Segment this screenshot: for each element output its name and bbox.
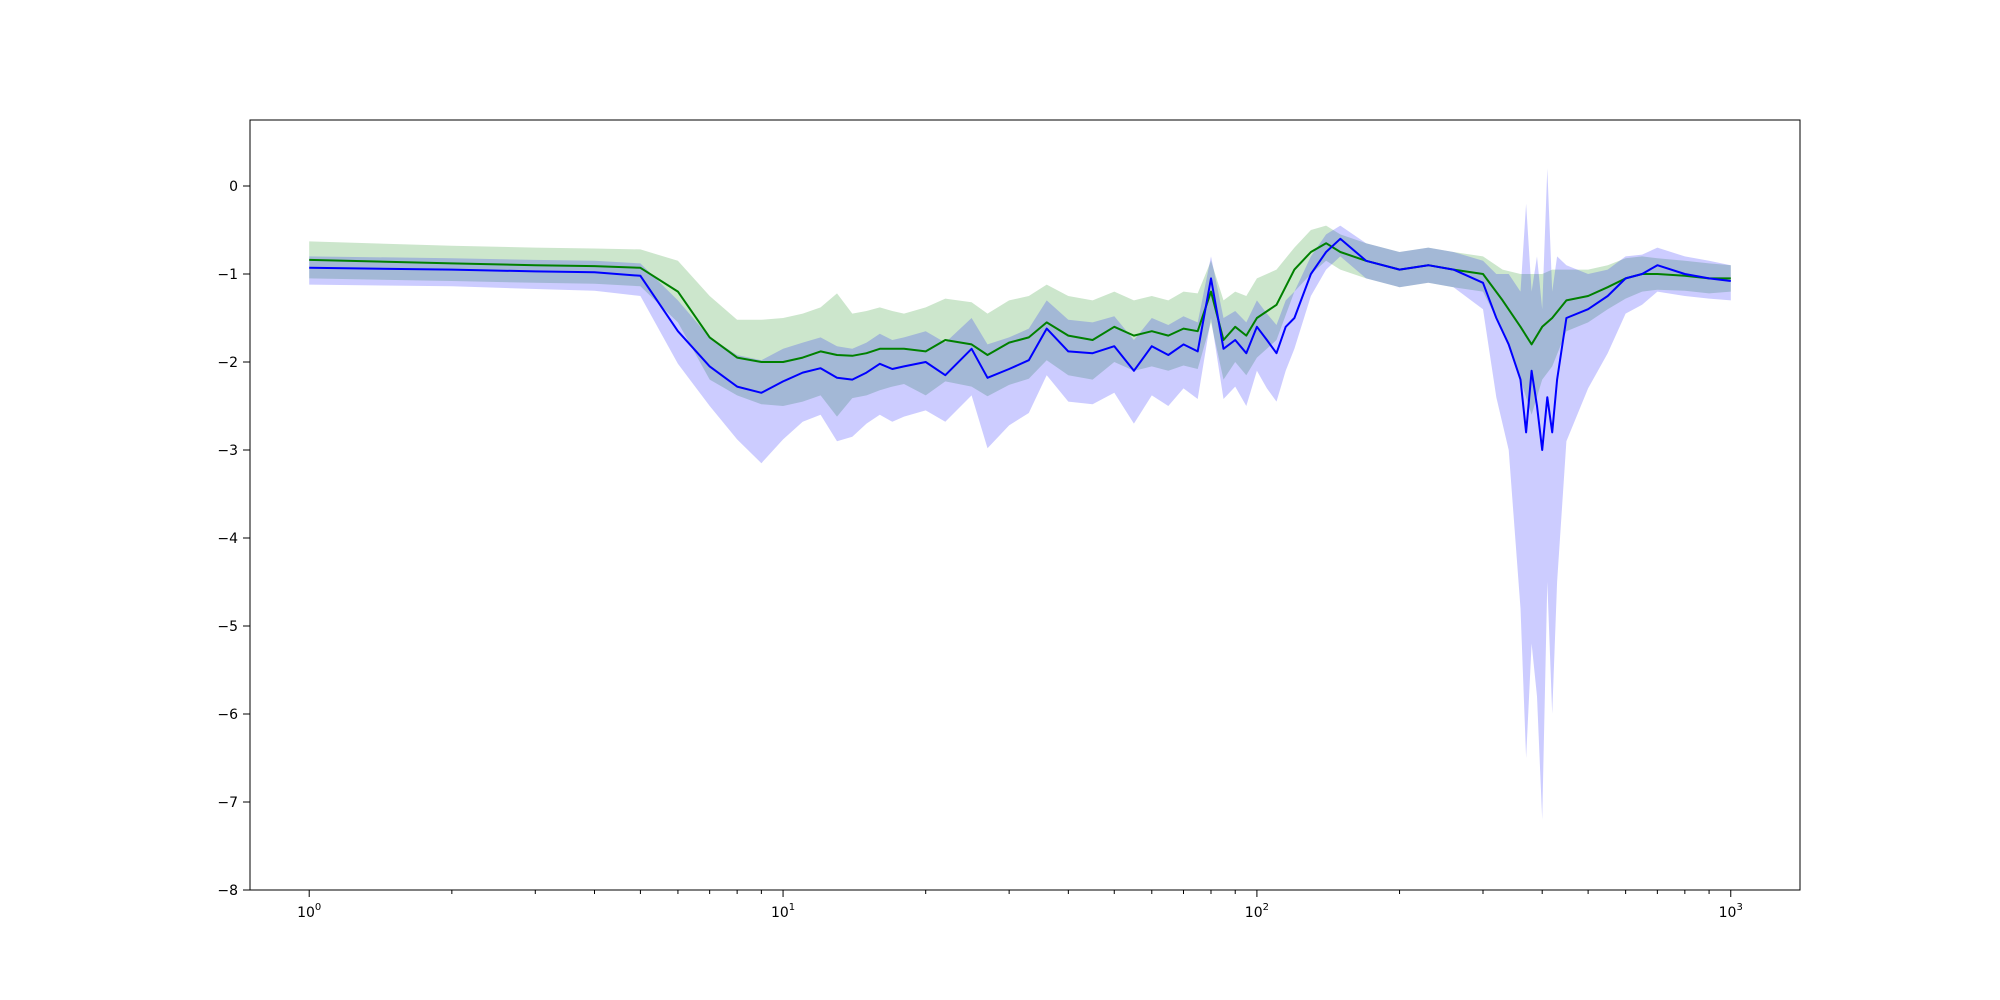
series-1-band — [309, 225, 1731, 417]
confidence-bands — [309, 168, 1731, 820]
x-tick-label: 102 — [1245, 902, 1269, 921]
y-tick-label: −1 — [217, 267, 238, 283]
x-tick-label: 103 — [1719, 902, 1743, 921]
series-lines — [309, 237, 1731, 451]
y-tick-label: −5 — [217, 619, 238, 635]
x-tick-label: 101 — [771, 902, 795, 921]
plot-area-frame — [249, 119, 1801, 891]
y-tick-label: 0 — [229, 179, 238, 195]
series-2-band — [309, 168, 1731, 820]
y-tick-label: −3 — [217, 443, 238, 459]
x-tick-label: 100 — [297, 902, 321, 921]
series-1-line — [309, 242, 1731, 363]
y-tick-label: −2 — [217, 355, 238, 371]
y-tick-label: −8 — [217, 883, 238, 899]
y-tick-label: −6 — [217, 707, 238, 723]
series-2-line — [309, 237, 1731, 451]
x-axis: 100 101 102 103 — [297, 890, 1743, 921]
y-tick-label: −7 — [217, 795, 238, 811]
y-axis: 0 −1 −2 −3 −4 −5 −6 −7 −8 — [217, 179, 250, 899]
y-tick-label: −4 — [217, 531, 238, 547]
